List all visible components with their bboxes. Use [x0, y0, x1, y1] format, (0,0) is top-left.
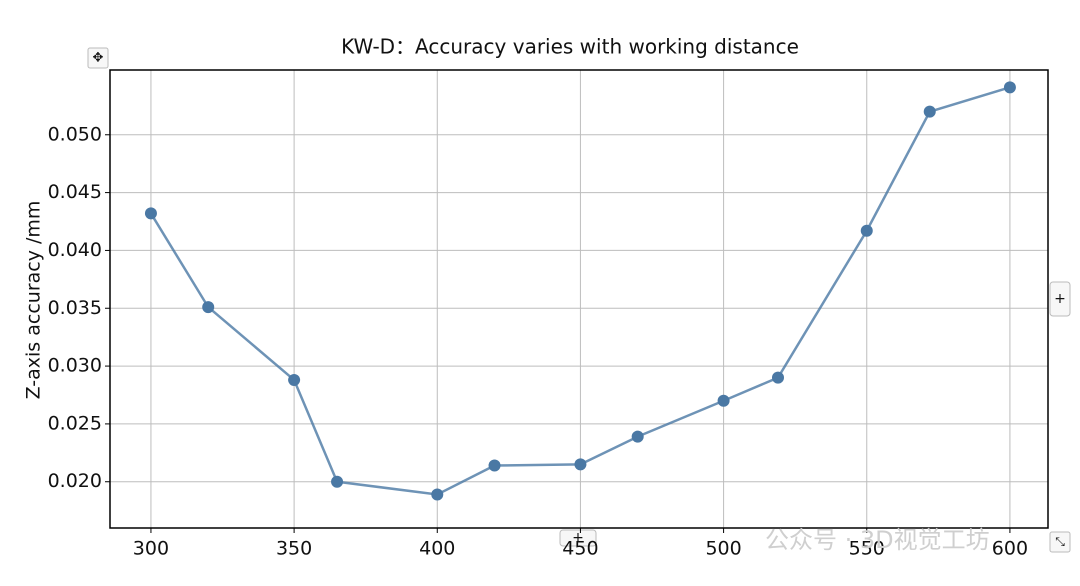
data-point — [331, 475, 344, 488]
x-tick-label: 500 — [705, 538, 741, 560]
resize-button[interactable] — [1049, 531, 1071, 553]
x-tick-label: 400 — [419, 538, 455, 560]
y-axis-label: Z-axis accuracy /mm — [23, 201, 45, 400]
data-point — [923, 105, 936, 118]
plus-icon: + — [1054, 291, 1066, 307]
y-tick-label: 0.020 — [48, 470, 102, 492]
expand-right-button[interactable] — [1049, 281, 1071, 317]
data-point — [717, 394, 730, 407]
x-tick-label: 600 — [992, 538, 1028, 560]
move-icon: ✥ — [93, 51, 104, 66]
chart-title: KW-D：Accuracy varies with working distan… — [341, 35, 799, 59]
data-point — [574, 458, 587, 471]
y-tick-label: 0.045 — [48, 181, 102, 203]
y-tick-label: 0.040 — [48, 239, 102, 261]
data-point — [202, 301, 215, 314]
y-tick-label: 0.030 — [48, 355, 102, 377]
data-point — [860, 224, 873, 237]
watermark: 公众号 · 3D视觉工坊 — [765, 526, 990, 554]
resize-icon: ⤡ — [1055, 535, 1065, 549]
x-tick-label: 300 — [133, 538, 169, 560]
plus-icon: + — [572, 530, 584, 546]
plot-frame — [109, 69, 1049, 529]
data-point — [1003, 81, 1016, 94]
x-tick-label: 350 — [276, 538, 312, 560]
data-point — [431, 488, 444, 501]
data-point — [631, 430, 644, 443]
expand-bottom-button[interactable] — [559, 529, 597, 547]
y-tick-label: 0.035 — [48, 297, 102, 319]
data-point — [488, 459, 501, 472]
data-point — [144, 207, 157, 220]
x-tick-label: 550 — [849, 538, 885, 560]
x-tick-label: 450 — [562, 538, 598, 560]
data-point — [288, 373, 301, 386]
move-button[interactable] — [87, 47, 109, 69]
data-point — [771, 371, 784, 384]
y-tick-label: 0.050 — [48, 123, 102, 145]
y-tick-label: 0.025 — [48, 412, 102, 434]
